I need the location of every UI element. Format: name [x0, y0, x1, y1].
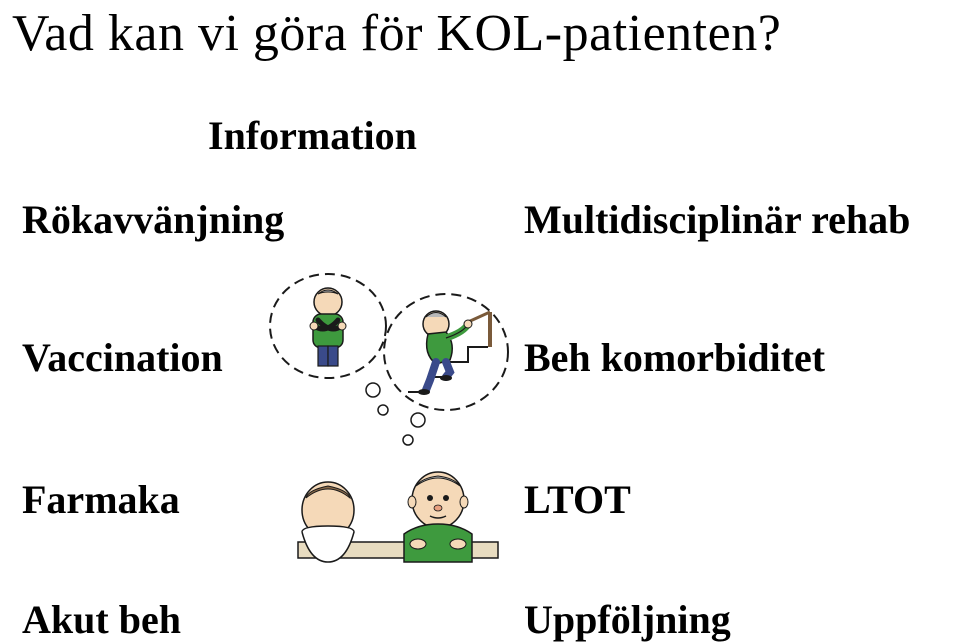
- label-multidisciplinar-rehab: Multidisciplinär rehab: [524, 200, 910, 240]
- patient-cartoon-illustration: [268, 262, 518, 582]
- page-title: Vad kan vi göra för KOL-patienten?: [12, 4, 781, 63]
- label-akut-beh: Akut beh: [22, 600, 181, 640]
- label-ltot: LTOT: [524, 480, 631, 520]
- label-rokavvanjning: Rökavvänjning: [22, 200, 284, 240]
- label-beh-komorbiditet: Beh komorbiditet: [524, 338, 825, 378]
- label-vaccination: Vaccination: [22, 338, 223, 378]
- information-label: Information: [208, 112, 417, 159]
- label-uppfoljning: Uppföljning: [524, 600, 731, 640]
- label-farmaka: Farmaka: [22, 480, 180, 520]
